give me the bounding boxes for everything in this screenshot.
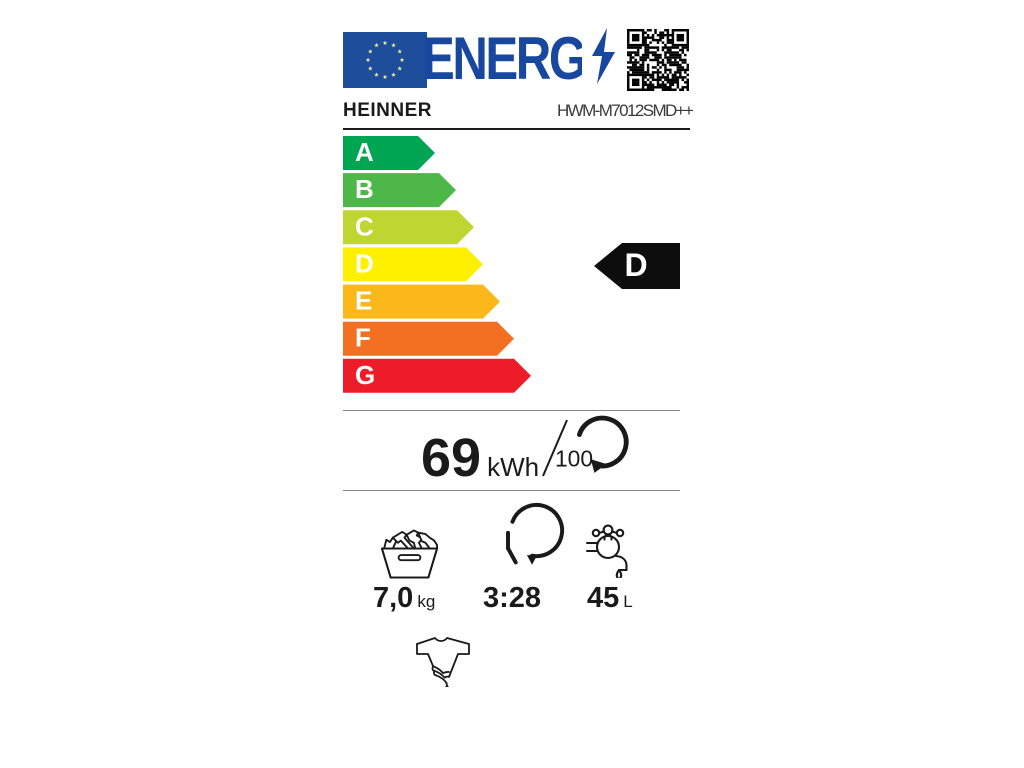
svg-text:B: B	[355, 174, 374, 204]
svg-text:D: D	[355, 248, 374, 278]
svg-text:C: C	[355, 211, 374, 241]
svg-text:D: D	[624, 247, 647, 283]
svg-text:G: G	[355, 360, 375, 390]
svg-text:100: 100	[555, 445, 593, 471]
svg-text:A: A	[355, 137, 374, 167]
svg-text:E: E	[355, 286, 372, 316]
svg-text:F: F	[355, 323, 371, 353]
